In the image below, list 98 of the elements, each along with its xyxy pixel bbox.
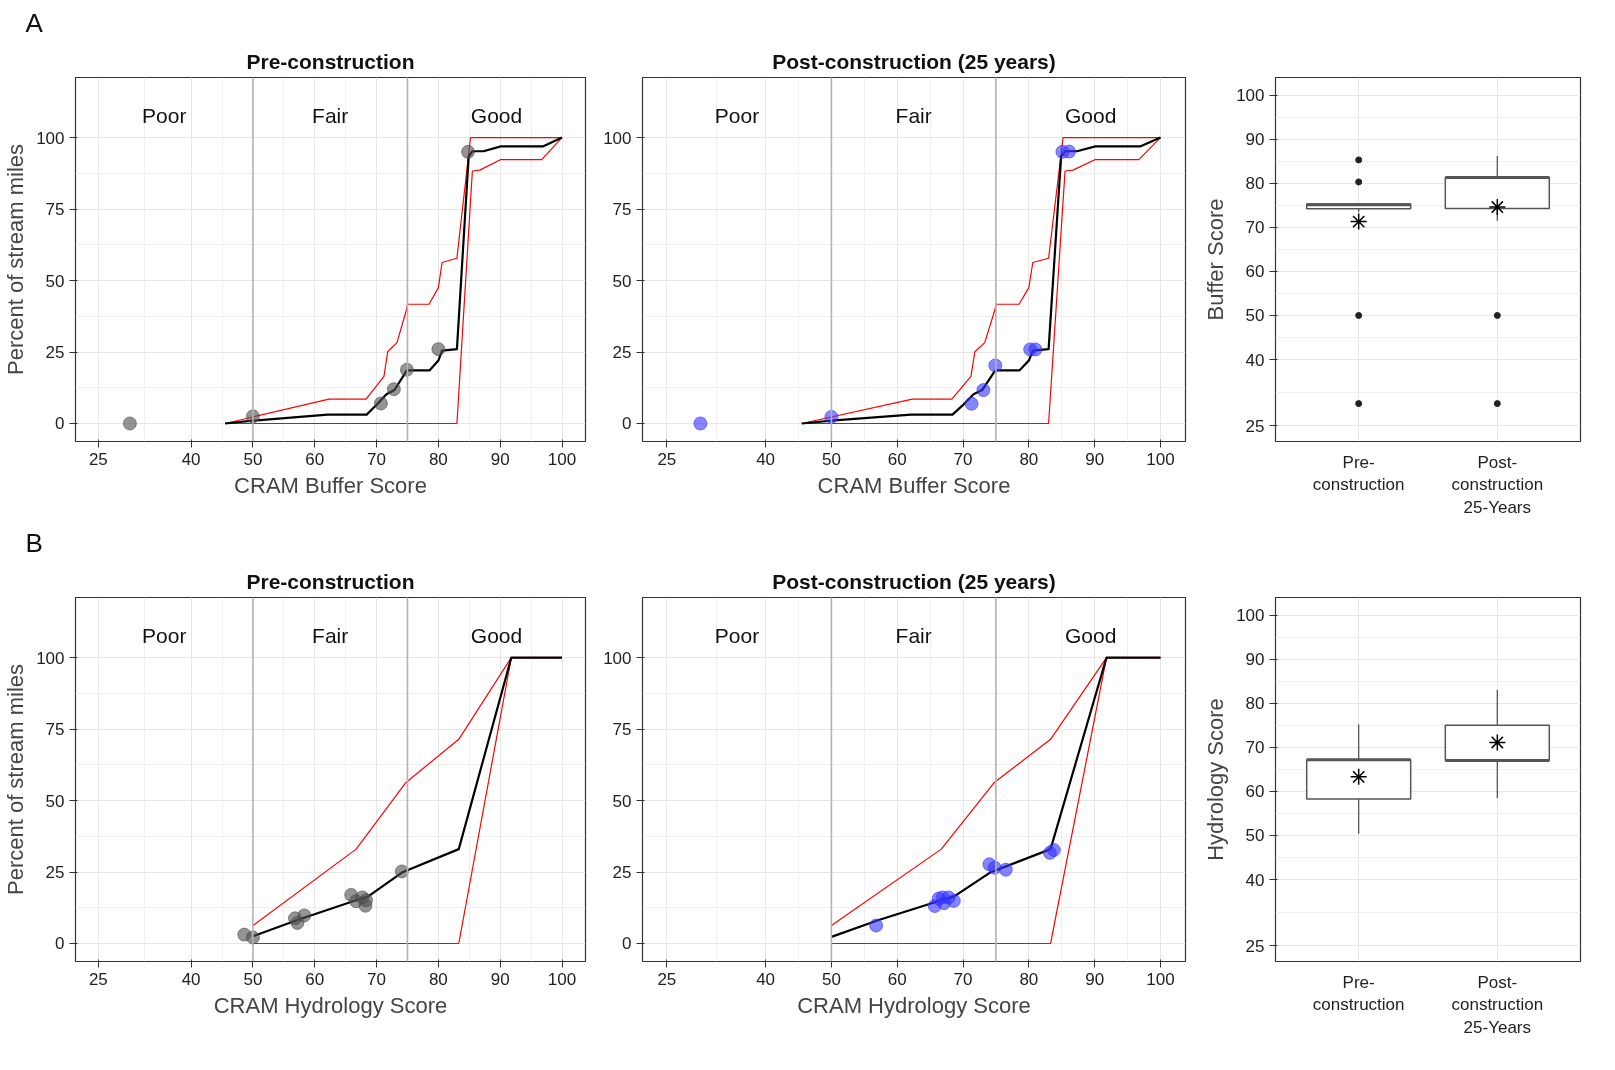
y-tick-label: 75	[45, 200, 65, 220]
x-tick-label: 90	[1085, 969, 1105, 989]
annotation: Poor	[714, 104, 760, 127]
y-tick-label: 40	[1245, 350, 1265, 370]
y-tick-label: 25	[45, 343, 65, 362]
x-tick-label: 70	[367, 449, 387, 469]
x-tick-label: 25	[88, 969, 108, 989]
y-tick-label: 100	[36, 128, 65, 148]
y-tick-label: 100	[603, 128, 632, 148]
x-tick-label: 60	[887, 969, 907, 989]
y-tick-label: 70	[1245, 738, 1265, 758]
y-tick-label: 40	[1245, 870, 1265, 890]
y-tick-label: 75	[612, 200, 632, 220]
y-tick-label: 60	[1245, 262, 1265, 282]
annotation: Good	[1065, 104, 1117, 127]
annotation: Good	[1065, 624, 1117, 647]
x-tick-label: 70	[953, 969, 973, 989]
x-tick-label: 80	[428, 449, 448, 469]
y-tick-label: 80	[1245, 694, 1265, 714]
x-tick-label: 90	[1085, 449, 1105, 469]
x-tick-label: 50	[243, 449, 263, 469]
x-tick-label: 25	[657, 449, 677, 469]
y-tick-label: 50	[612, 791, 632, 811]
annotation: Good	[470, 624, 523, 647]
x-tick-label: 80	[428, 969, 448, 989]
y-tick-label: 50	[45, 271, 65, 291]
chart-title: Post-construction (25 years)	[772, 49, 1056, 73]
x-tick-label: 80	[1019, 969, 1039, 989]
y-tick-label: 25	[612, 343, 632, 362]
y-tick-label: 0	[55, 414, 65, 434]
annotation: Fair	[895, 624, 932, 647]
y-tick-label: 50	[1245, 306, 1265, 326]
y-tick-label: 50	[45, 791, 65, 811]
text: B	[25, 527, 43, 558]
x-tick-label: 25	[657, 969, 677, 989]
annotation: Fair	[312, 624, 349, 647]
x-tick-label: 60	[305, 449, 325, 469]
y-tick-label: 25	[1245, 416, 1265, 436]
x-axis-title: CRAM Hydrology Score	[797, 992, 1031, 1018]
y-tick-label: 0	[55, 934, 65, 954]
text: A	[25, 7, 44, 38]
y-tick-label: 50	[612, 271, 632, 291]
x-tick-label: 50	[243, 969, 263, 989]
annotation: Fair	[312, 104, 349, 127]
x-tick-label: Post- construction 25-Years	[1451, 452, 1544, 518]
y-axis-title: Buffer Score	[1203, 198, 1229, 321]
y-tick-label: 100	[36, 648, 65, 668]
x-tick-label: 80	[1019, 449, 1039, 469]
x-tick-label: 25	[88, 449, 108, 469]
x-axis-title: CRAM Buffer Score	[234, 472, 427, 498]
chart-title: Pre-construction	[246, 49, 415, 73]
annotation: Good	[470, 104, 523, 127]
x-tick-label: 70	[367, 969, 387, 989]
x-axis-title: CRAM Hydrology Score	[213, 992, 448, 1018]
annotation: Poor	[142, 624, 187, 647]
x-tick-label: 40	[756, 449, 776, 469]
y-axis-title: Percent of stream miles	[3, 663, 29, 896]
x-tick-label: 40	[181, 969, 201, 989]
chart-title: Post-construction (25 years)	[772, 569, 1056, 593]
x-tick-label: 50	[821, 969, 841, 989]
x-axis-title: CRAM Buffer Score	[817, 472, 1011, 498]
y-tick-label: 80	[1245, 174, 1265, 194]
x-tick-label: 90	[490, 449, 510, 469]
y-axis-title: Hydrology Score	[1203, 698, 1229, 861]
x-tick-label: 100	[1146, 449, 1175, 469]
annotation: Poor	[714, 624, 760, 647]
y-tick-label: 90	[1245, 650, 1265, 670]
y-tick-label: 100	[1236, 606, 1265, 626]
x-tick-label: 90	[490, 969, 510, 989]
y-tick-label: 75	[612, 720, 632, 740]
x-tick-label: 60	[887, 449, 907, 469]
x-tick-label: 50	[821, 449, 841, 469]
y-tick-label: 0	[622, 934, 632, 954]
chart-title: Pre-construction	[246, 569, 415, 593]
x-tick-label: 100	[1146, 969, 1175, 989]
y-tick-label: 60	[1245, 782, 1265, 802]
x-tick-label: 100	[547, 969, 577, 989]
y-tick-label: 70	[1245, 218, 1265, 238]
x-tick-label: 70	[953, 449, 973, 469]
y-tick-label: 100	[603, 648, 632, 668]
y-tick-label: 25	[612, 863, 632, 882]
x-tick-label: Post- construction 25-Years	[1451, 972, 1544, 1038]
y-tick-label: 25	[1245, 936, 1265, 956]
y-tick-label: 75	[45, 720, 65, 740]
x-tick-label: 40	[756, 969, 776, 989]
x-tick-label: 40	[181, 449, 201, 469]
y-tick-label: 90	[1245, 130, 1265, 150]
y-tick-label: 25	[45, 863, 65, 882]
y-tick-label: 100	[1236, 86, 1265, 106]
y-tick-label: 50	[1245, 826, 1265, 846]
annotation: Poor	[142, 104, 187, 127]
x-tick-label: Pre- construction	[1312, 452, 1405, 495]
x-tick-label: 60	[305, 969, 325, 989]
y-axis-title: Percent of stream miles	[3, 143, 29, 376]
x-tick-label: 100	[547, 449, 577, 469]
y-tick-label: 0	[622, 414, 632, 434]
x-tick-label: Pre- construction	[1312, 972, 1405, 1015]
annotation: Fair	[895, 104, 932, 127]
